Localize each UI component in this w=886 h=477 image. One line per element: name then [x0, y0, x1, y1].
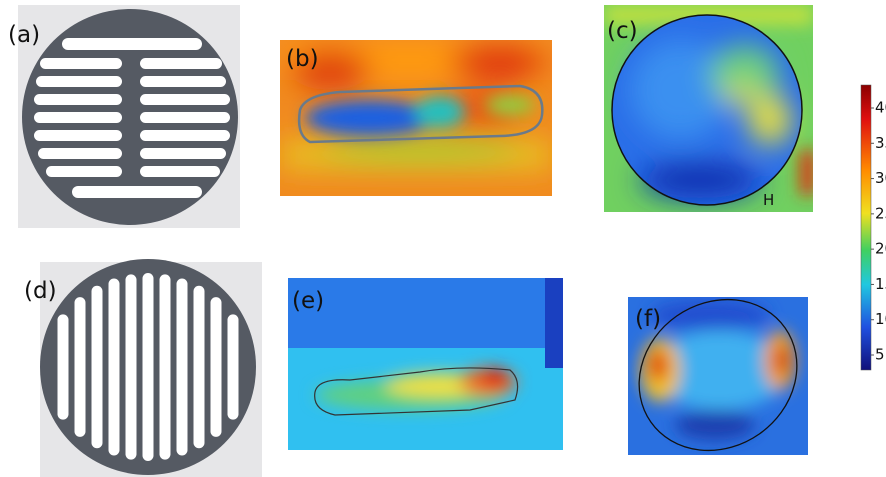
- figure: (a) (b) (c) (d) (e) (f) H 40 35 30 25 20 15 10…: [0, 0, 886, 477]
- panel-label: (e): [292, 288, 324, 314]
- colorbar-tick-label: 40: [875, 99, 886, 117]
- colorbar-tick-label: 30: [875, 169, 886, 187]
- slot: [143, 273, 154, 461]
- slot: [177, 278, 188, 455]
- colorbar-tick-label: 10: [875, 310, 886, 328]
- slot: [160, 274, 171, 459]
- colorbar-tick-label: 20: [875, 240, 886, 258]
- colorbar-tick-label: 15: [875, 275, 886, 293]
- annotation: H: [763, 191, 774, 209]
- slot: [228, 314, 239, 419]
- panel-label: (c): [607, 18, 638, 44]
- colorbar-tick-label: 35: [875, 134, 886, 152]
- colorbar: [861, 85, 871, 370]
- plate-horizontal: [18, 5, 240, 228]
- thermal-f: [610, 269, 827, 477]
- slot: [92, 286, 103, 448]
- colorbar-tick-label: 5: [875, 346, 885, 364]
- slot: [75, 297, 86, 437]
- panel-label: (d): [24, 278, 57, 304]
- panel-label: (b): [286, 46, 319, 72]
- slot: [109, 278, 120, 455]
- plate-vertical: [40, 259, 262, 477]
- panel-label: (f): [635, 306, 661, 332]
- colorbar-tick-label: 25: [875, 204, 886, 222]
- thermal-e: [288, 278, 563, 450]
- panel-label: (a): [8, 22, 40, 48]
- slot: [58, 314, 69, 419]
- thermal-b: [280, 40, 552, 196]
- slot: [194, 286, 205, 448]
- slot: [211, 297, 222, 437]
- slot: [126, 274, 137, 459]
